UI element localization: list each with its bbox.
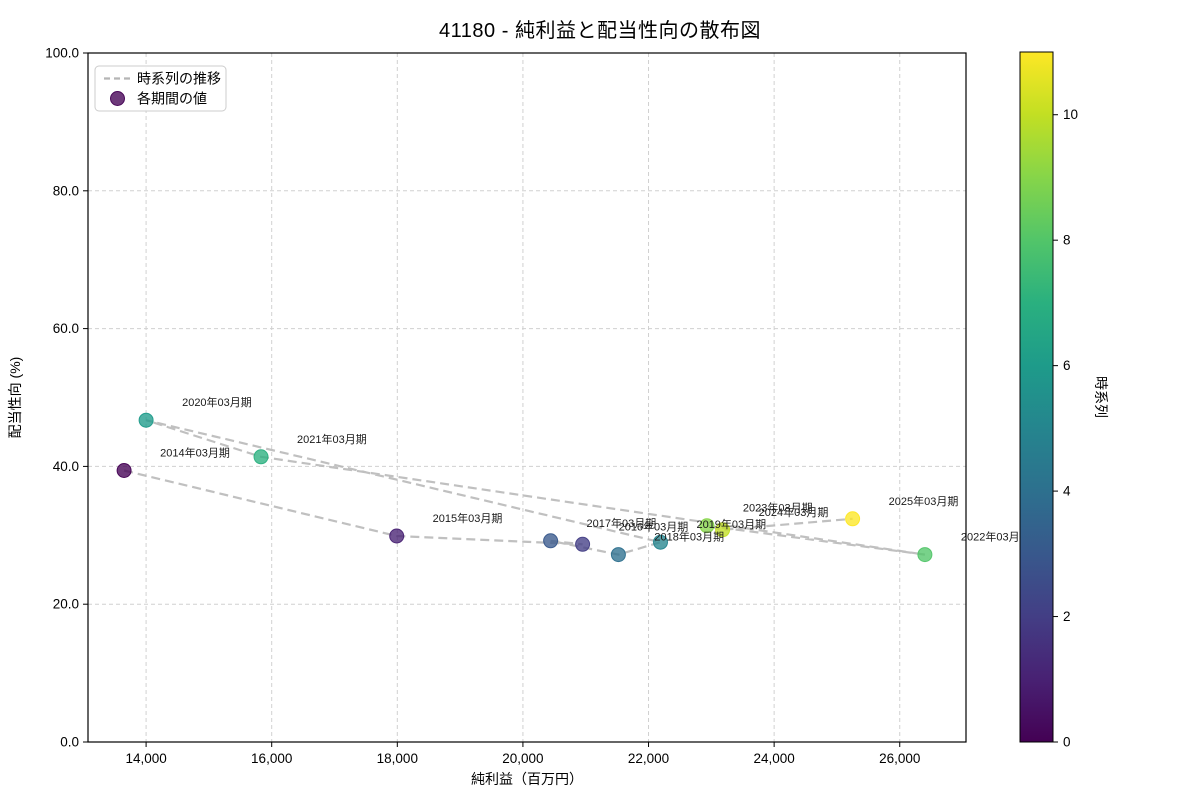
point-annotation: 2024年03月期 [759, 505, 829, 519]
y-tick-label: 100.0 [45, 46, 79, 61]
scatter-point [653, 534, 668, 550]
colorbar-tick-label: 6 [1063, 358, 1071, 373]
x-axis-title: 純利益（百万円） [471, 771, 583, 787]
legend-trend-line-label: 時系列の推移 [137, 71, 221, 87]
y-tick-label: 40.0 [53, 459, 79, 474]
colorbar-tick-label: 0 [1063, 735, 1071, 750]
scatter-point [575, 536, 591, 552]
scatter-point [715, 522, 731, 538]
colorbar-gradient [1019, 51, 1054, 743]
point-annotations: 2014年03月期 2015年03月期 2016年03月期2017年03月期2018… [160, 395, 1030, 543]
scatter-point [138, 412, 154, 428]
x-tick-label: 14,000 [125, 751, 166, 766]
x-tick-label: 18,000 [377, 751, 418, 766]
scatter-point [253, 449, 269, 465]
x-tick-label: 26,000 [879, 751, 920, 766]
point-annotation: 2016年03月期 [619, 519, 689, 533]
point-annotation: 2020年03月期 [182, 395, 252, 409]
x-axis: 14,000 16,000 18,000 20,000 22,000 24,000 26,0… [125, 742, 920, 787]
axes-frame [87, 52, 967, 743]
legend-box [94, 65, 227, 112]
colorbar: 0 2 4 6 8 10 時系列 [1019, 51, 1109, 750]
y-tick-label: 80.0 [53, 183, 79, 198]
point-annotation: 2021年03月期 [297, 432, 367, 446]
scatter-point [917, 547, 933, 563]
x-tick-label: 24,000 [753, 751, 794, 766]
x-tick-label: 22,000 [628, 751, 669, 766]
x-tick-label: 16,000 [251, 751, 292, 766]
chart-title: 41180 - 純利益と配当性向の散布図 [439, 20, 761, 42]
time-series-trend-line [123, 419, 926, 556]
colorbar-tick-label: 2 [1063, 609, 1071, 624]
y-tick-label: 0.0 [60, 735, 79, 750]
y-tick-label: 20.0 [53, 597, 79, 612]
point-annotation: 2019年03月期 [696, 517, 766, 531]
y-axis-title: 配当性向 (%) [7, 357, 23, 439]
scatter-points [116, 412, 933, 563]
legend-marker-sample [110, 91, 125, 106]
point-annotation: 2025年03月期 [889, 494, 959, 508]
point-annotation: 2023年03月期 [743, 501, 813, 515]
colorbar-tick-label: 10 [1063, 107, 1078, 122]
legend-marker-label: 各期間の値 [137, 91, 207, 107]
scatter-point [845, 511, 861, 527]
scatter-point [389, 528, 405, 544]
colorbar-title: 時系列 [1093, 376, 1109, 418]
y-axis: 0.0 20.0 40.0 60.0 80.0 100.0 配当性向 (%) [7, 46, 88, 750]
scatter-point [543, 533, 559, 549]
point-annotation: 2022年03月期 [961, 530, 1031, 544]
point-annotation: 2018年03月期 [654, 530, 724, 544]
scatter-point [116, 463, 132, 478]
colorbar-tick-label: 4 [1063, 484, 1071, 499]
point-annotation: 2015年03月期 [433, 511, 503, 525]
x-tick-label: 20,000 [502, 751, 543, 766]
y-tick-label: 60.0 [53, 321, 79, 336]
scatter-point [699, 518, 715, 534]
point-annotation: 2014年03月期 [160, 446, 230, 460]
colorbar-tick-label: 8 [1063, 233, 1071, 248]
scatter-point [610, 547, 626, 563]
point-annotation: 2017年03月期 [587, 516, 657, 530]
